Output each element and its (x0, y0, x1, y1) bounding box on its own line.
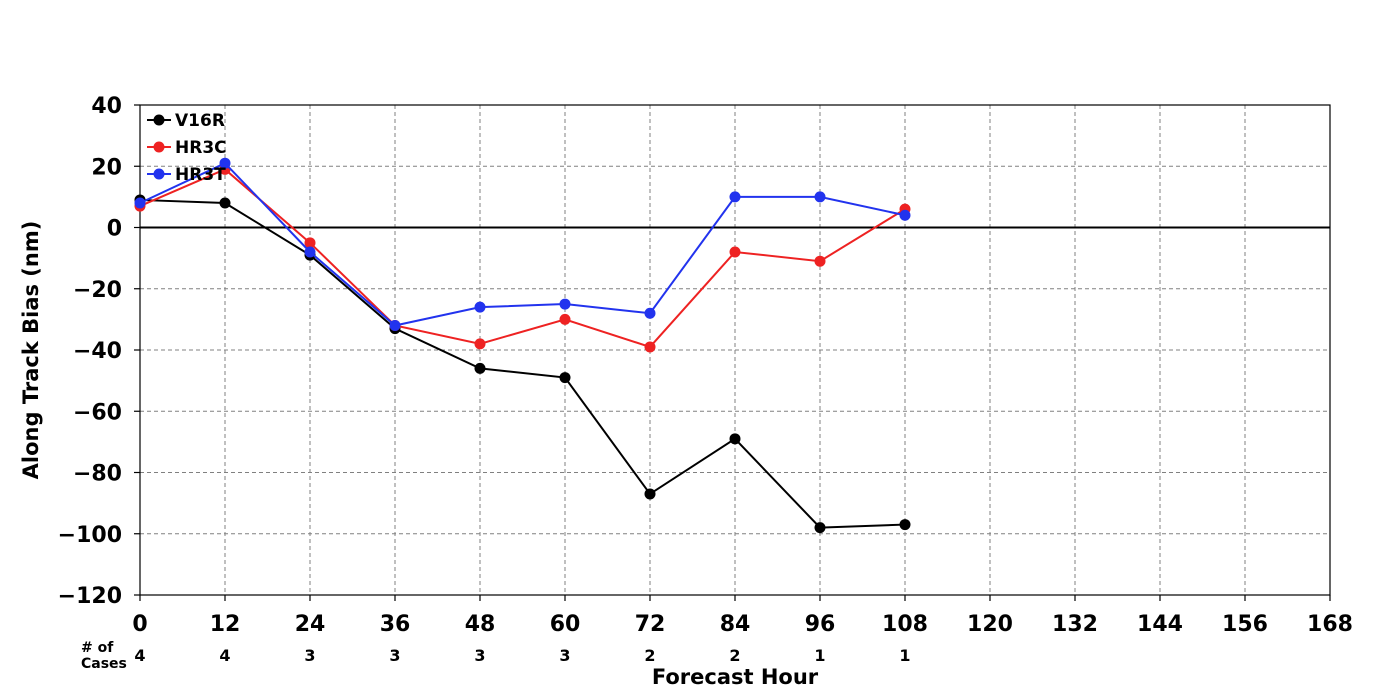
x-tick-label: 24 (295, 612, 326, 637)
x-tick-label: 168 (1307, 612, 1353, 637)
case-count: 4 (219, 646, 230, 665)
x-axis-label: Forecast Hour (652, 665, 819, 689)
cases-label: # of (81, 640, 114, 656)
cases-layer: # of Cases 4 4 3 3 3 3 2 2 1 1 (81, 640, 911, 672)
cases-label: Cases (81, 656, 127, 672)
data-point (644, 307, 656, 319)
x-tick-label: 132 (1052, 612, 1098, 637)
x-tick-label: 60 (550, 612, 581, 637)
x-tick-label: 84 (720, 612, 751, 637)
data-point (899, 519, 911, 531)
series-hr3c (134, 163, 911, 353)
data-point (644, 341, 656, 353)
data-point (814, 255, 826, 267)
y-tick-label: 0 (107, 217, 122, 242)
data-point (729, 246, 741, 258)
data-point (559, 372, 571, 384)
x-tick-label: 108 (882, 612, 928, 637)
data-point (389, 320, 401, 331)
y-tick-label: 40 (91, 94, 122, 119)
data-point (814, 191, 826, 203)
tick-layer: 40 20 0 −20 −40 −60 −80 −100 −120 0 12 24 36 48 60 72 84… (58, 94, 1353, 637)
data-point (729, 191, 741, 203)
x-tick-label: 96 (805, 612, 836, 637)
case-count: 4 (134, 646, 145, 665)
case-count: 2 (729, 646, 740, 665)
legend-item: HR3T (147, 165, 226, 185)
case-count: 3 (474, 646, 485, 665)
legend: V16R HR3C HR3T (147, 111, 227, 185)
legend-marker (153, 114, 165, 126)
y-tick-label: −120 (58, 584, 122, 609)
x-tick-label: 12 (210, 612, 241, 637)
series-hr3t (134, 157, 911, 331)
y-tick-label: −100 (58, 523, 122, 548)
grid-layer (140, 105, 1330, 595)
data-point (134, 197, 146, 209)
case-count: 1 (814, 646, 825, 665)
data-point (304, 237, 316, 249)
data-point (729, 433, 741, 445)
case-count: 3 (559, 646, 570, 665)
data-point (559, 298, 571, 310)
data-point (219, 197, 231, 209)
legend-item: HR3C (147, 138, 227, 158)
series-layer (134, 157, 911, 534)
data-point (559, 313, 571, 325)
y-tick-label: −40 (73, 339, 122, 364)
case-count: 3 (389, 646, 400, 665)
y-tick-label: −60 (73, 400, 122, 425)
data-point (474, 362, 486, 374)
data-point (304, 246, 316, 258)
legend-marker (153, 141, 165, 153)
x-tick-label: 156 (1222, 612, 1268, 637)
x-tick-label: 48 (465, 612, 496, 637)
data-point (219, 157, 231, 169)
legend-label: HR3T (175, 165, 226, 185)
x-tick-label: 36 (380, 612, 411, 637)
case-count: 3 (304, 646, 315, 665)
series-line (139, 168, 906, 349)
legend-label: V16R (175, 111, 225, 131)
data-point (899, 209, 911, 221)
series-v16r (134, 194, 911, 534)
data-point (814, 522, 826, 534)
case-count: 2 (644, 646, 655, 665)
series-line (139, 161, 906, 327)
y-tick-label: 20 (91, 155, 122, 180)
legend-item: V16R (147, 111, 225, 131)
x-tick-label: 144 (1137, 612, 1183, 637)
y-tick-label: −20 (73, 278, 122, 303)
data-point (474, 338, 486, 350)
legend-label: HR3C (175, 138, 227, 158)
data-point (474, 301, 486, 313)
legend-marker (153, 168, 165, 180)
case-count: 1 (899, 646, 910, 665)
x-tick-label: 0 (132, 612, 147, 637)
y-tick-label: −80 (73, 462, 122, 487)
x-tick-label: 72 (635, 612, 666, 637)
y-axis-label: Along Track Bias (nm) (19, 221, 43, 480)
data-point (644, 488, 656, 500)
series-line (139, 198, 906, 529)
x-tick-label: 120 (967, 612, 1013, 637)
